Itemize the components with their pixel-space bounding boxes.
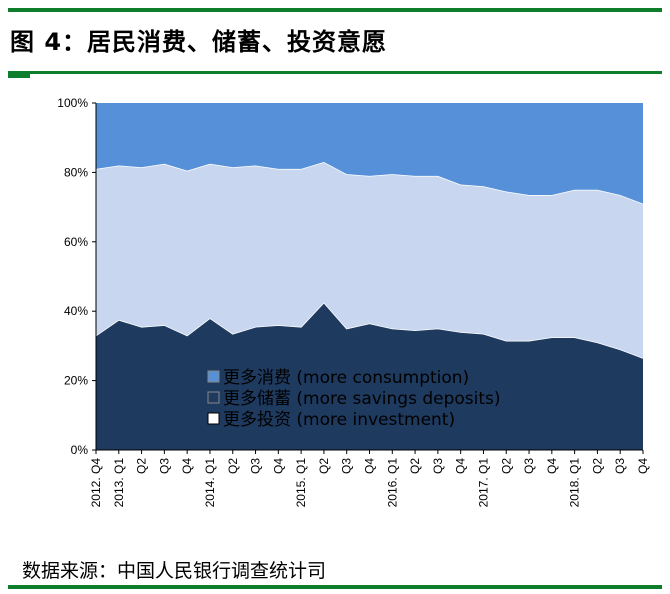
legend-swatch-investment <box>207 412 220 425</box>
x-tick-label: 2014. Q1 <box>203 458 217 508</box>
area-series-consumption <box>96 103 643 204</box>
page-title: 图 4：居民消费、储蓄、投资意愿 <box>10 28 388 56</box>
y-tick-label: 0% <box>71 443 89 457</box>
x-tick-label: Q2 <box>408 458 422 474</box>
x-tick-label: 2015. Q1 <box>294 458 308 508</box>
area-series-savings <box>96 302 643 450</box>
source-note: 数据来源：中国人民银行调查统计司 <box>22 560 327 582</box>
y-tick-label: 20% <box>64 374 88 388</box>
y-tick-label: 80% <box>64 165 88 179</box>
y-tick-label: 40% <box>64 304 88 318</box>
x-tick-label: 2013. Q1 <box>112 458 126 508</box>
x-tick-label: 2012. Q4 <box>89 458 103 508</box>
x-tick-label: Q4 <box>454 458 468 474</box>
area-series-investment <box>96 161 643 359</box>
x-tick-label: Q3 <box>431 458 445 474</box>
bottom-rule <box>8 585 662 589</box>
x-tick-label: 2018. Q1 <box>568 458 582 508</box>
x-tick-label: Q3 <box>522 458 536 474</box>
x-tick-label: Q4 <box>636 458 650 474</box>
x-tick-label: Q3 <box>249 458 263 474</box>
title-underline <box>8 71 662 74</box>
x-tick-label: Q2 <box>226 458 240 474</box>
x-tick-label: Q3 <box>340 458 354 474</box>
x-tick-label: Q2 <box>499 458 513 474</box>
x-tick-label: Q2 <box>135 458 149 474</box>
y-tick-label: 60% <box>64 235 88 249</box>
x-tick-label: 2017. Q1 <box>476 458 490 508</box>
legend-label-savings: 更多储蓄 (more savings deposits) <box>223 389 501 409</box>
legend-swatch-consumption <box>207 370 220 383</box>
x-tick-label: Q2 <box>590 458 604 474</box>
y-tick-label: 100% <box>57 96 88 110</box>
x-tick-label: Q4 <box>180 458 194 474</box>
x-tick-label: Q3 <box>613 458 627 474</box>
legend-label-investment: 更多投资 (more investment) <box>223 410 455 430</box>
x-tick-label: Q4 <box>363 458 377 474</box>
legend-swatch-savings <box>207 391 220 404</box>
x-tick-label: 2016. Q1 <box>385 458 399 508</box>
top-rule <box>8 8 662 12</box>
x-tick-label: Q3 <box>157 458 171 474</box>
legend-label-consumption: 更多消费 (more consumption) <box>223 368 469 388</box>
x-tick-label: Q2 <box>317 458 331 474</box>
x-tick-label: Q4 <box>271 458 285 474</box>
title-underline-accent <box>8 71 30 78</box>
x-tick-label: Q4 <box>545 458 559 474</box>
